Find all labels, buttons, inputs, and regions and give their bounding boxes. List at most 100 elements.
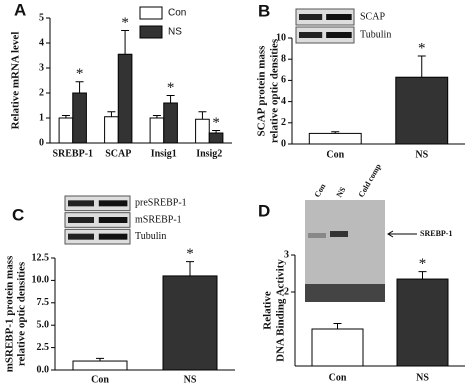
bar [208,132,224,144]
error-bar [186,261,194,276]
blot-label: Tubulin [360,29,391,40]
y-tick-label: 0 [281,138,286,149]
legend-label: Con [168,8,186,19]
x-tick-label: SCAP [105,148,131,159]
significance-mark: * [167,80,175,96]
bar [396,278,449,367]
panel-letter: B [258,1,270,20]
bar [195,118,210,144]
y-axis-label: mSREBP-1 protein mass [4,255,16,372]
legend-swatch [139,25,163,39]
blot-band [326,14,352,20]
y-tick-label: 0 [39,137,44,148]
y-tick-label: 2.5 [37,342,50,353]
bar [163,102,178,144]
x-tick-label: NS [415,149,428,160]
blot-band [98,233,128,240]
bar [72,92,87,144]
panel-letter: C [12,205,24,224]
blot-label: mSREBP-1 [135,214,182,225]
error-bar [331,131,340,134]
error-bar [61,115,70,118]
y-tick-label: 2 [284,286,289,297]
y-axis-label: Relative mRNA level [10,32,22,130]
significance-mark: * [76,66,84,82]
y-tick-label: 4 [281,96,286,107]
y-tick-label: 12.5 [32,252,50,263]
bar [311,328,364,367]
error-bar [75,81,84,93]
bar [117,53,133,144]
band-label: SREBP-1 [420,229,452,238]
gel-band [308,233,326,238]
y-axis-label: relative optic densities [16,261,28,366]
error-bar [418,271,427,280]
blot-band [299,32,323,38]
error-bar [96,357,104,362]
y-axis-label: relative optic densities [269,38,281,143]
y-tick-label: 0.0 [37,364,50,375]
lane-label: Cold comp [357,162,384,199]
blot-band [68,200,94,207]
significance-mark: * [419,256,427,272]
y-axis-label: DNA Binding Activity [275,259,287,362]
x-tick-label: Con [326,149,344,160]
y-tick-label: 2 [39,87,44,98]
significance-mark: * [212,115,220,131]
error-bar [152,115,161,118]
blot [64,212,131,228]
x-tick-label: Con [91,374,109,384]
bar [58,117,74,144]
lane-label: Con [313,182,328,199]
significance-mark: * [121,15,129,31]
blot-band [68,233,94,240]
blot-band [326,32,352,38]
blot-band [98,200,128,207]
error-bar [212,130,221,133]
y-tick-label: 2 [281,117,286,128]
y-tick-label: 4 [39,37,44,48]
error-bar [198,111,207,120]
blot-band [68,217,94,223]
bar [395,76,449,145]
blot-band [299,14,323,20]
x-tick-label: Insig1 [151,148,177,159]
blot [295,26,355,44]
panel-letter: A [14,0,26,19]
y-tick-label: 3 [284,249,289,260]
y-tick-label: 10.0 [32,275,50,286]
x-tick-label: Insig2 [196,148,222,159]
panel-letter: D [258,201,270,220]
blot-label: Tubulin [135,231,166,242]
error-bar [107,111,116,117]
x-tick-label: Con [329,372,347,383]
blot-label: preSREBP-1 [135,198,187,209]
y-tick-label: 6 [281,75,286,86]
y-tick-label: 1 [39,112,44,123]
error-bar [333,322,342,329]
y-tick-label: 5 [39,12,44,23]
gel-band [330,231,348,237]
bar [162,275,218,371]
x-tick-label: SREBP-1 [52,148,93,159]
y-tick-label: 3 [39,62,44,73]
y-axis-label: Relative [262,291,274,330]
lane-label: NS [335,185,348,199]
y-axis-label: SCAP protein mass [256,45,268,137]
x-tick-label: NS [416,372,429,383]
x-tick-label: NS [184,374,197,384]
y-tick-label: 7.5 [37,297,50,308]
bar [149,117,165,144]
legend-label: NS [168,27,182,38]
blot-band [98,217,128,223]
significance-mark: * [186,246,194,262]
y-tick-label: 5.0 [37,319,50,330]
blot [64,195,131,212]
bar [308,132,362,145]
blot [295,8,355,26]
y-tick-label: 8 [281,53,286,64]
blot-label: SCAP [360,11,385,22]
error-bar [166,95,175,103]
legend-swatch [139,6,163,20]
